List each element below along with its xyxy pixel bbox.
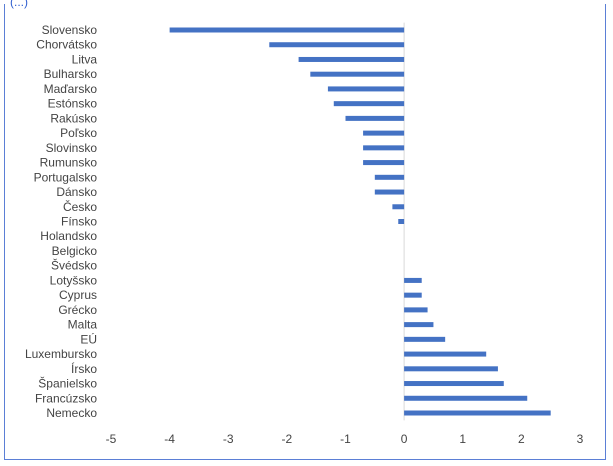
- category-label: Chorvátsko: [36, 38, 97, 52]
- x-tick-label: 0: [401, 432, 408, 446]
- x-tick-label: 2: [518, 432, 525, 446]
- category-label: Portugalsko: [34, 170, 98, 184]
- category-label: Grécko: [58, 303, 97, 317]
- category-label: Maďarsko: [44, 82, 98, 96]
- top-caption: (...): [10, 0, 28, 9]
- category-label: Lotyšsko: [50, 273, 98, 287]
- x-tick-labels: -5 -4 -3 -2 -1 0 1 2 3: [106, 432, 584, 446]
- category-label: Česko: [63, 199, 97, 214]
- bar: [404, 366, 498, 372]
- chart-frame: (...): [4, 0, 606, 460]
- category-label: Belgicko: [52, 244, 98, 258]
- category-label: Holandsko: [40, 229, 97, 243]
- bar: [404, 336, 446, 342]
- category-label: Slovensko: [42, 23, 98, 37]
- category-label: Rakúsko: [50, 111, 97, 125]
- bar: [404, 322, 434, 328]
- x-tick-label: -3: [223, 432, 234, 446]
- category-label: Poľsko: [60, 126, 97, 140]
- bar: [392, 204, 405, 210]
- category-labels: SlovenskoChorvátskoLitvaBulharskoMaďarsk…: [25, 23, 97, 420]
- category-label: Švédsko: [51, 258, 97, 273]
- bar: [298, 56, 405, 62]
- category-label: Cyprus: [59, 288, 97, 302]
- category-label: Bulharsko: [44, 67, 98, 81]
- bar: [333, 101, 405, 107]
- x-tick-label: -1: [340, 432, 351, 446]
- bar: [310, 71, 405, 77]
- bar: [327, 86, 405, 92]
- bar: [269, 42, 405, 48]
- bar: [363, 145, 405, 151]
- category-label: Litva: [72, 52, 98, 66]
- bar: [404, 395, 528, 401]
- bar: [374, 189, 405, 195]
- category-label: Fínsko: [61, 215, 97, 229]
- bar: [345, 115, 405, 121]
- category-label: Slovinsko: [46, 141, 98, 155]
- bar: [169, 27, 405, 33]
- category-label: Luxembursko: [25, 347, 97, 361]
- x-tick-label: -5: [106, 432, 117, 446]
- x-tick-label: 3: [577, 432, 584, 446]
- bar: [404, 410, 551, 416]
- x-tick-label: -4: [164, 432, 175, 446]
- category-label: EÚ: [80, 331, 97, 346]
- x-tick-label: 1: [459, 432, 466, 446]
- bar: [404, 292, 422, 298]
- category-label: Estónsko: [48, 97, 98, 111]
- bar: [404, 351, 487, 357]
- bar: [363, 130, 405, 136]
- x-tick-label: -2: [282, 432, 293, 446]
- bar: [404, 277, 422, 283]
- bars: [169, 27, 551, 416]
- category-label: Španielsko: [38, 376, 97, 391]
- category-label: Dánsko: [56, 185, 97, 199]
- category-label: Nemecko: [46, 406, 97, 420]
- bar: [404, 381, 504, 387]
- bar: [398, 219, 405, 224]
- bar: [374, 174, 405, 180]
- category-label: Rumunsko: [40, 156, 98, 170]
- category-label: Malta: [68, 318, 98, 332]
- category-label: Írsko: [71, 361, 97, 376]
- bar: [363, 160, 405, 166]
- category-label: Francúzsko: [35, 391, 97, 405]
- bar: [404, 307, 428, 313]
